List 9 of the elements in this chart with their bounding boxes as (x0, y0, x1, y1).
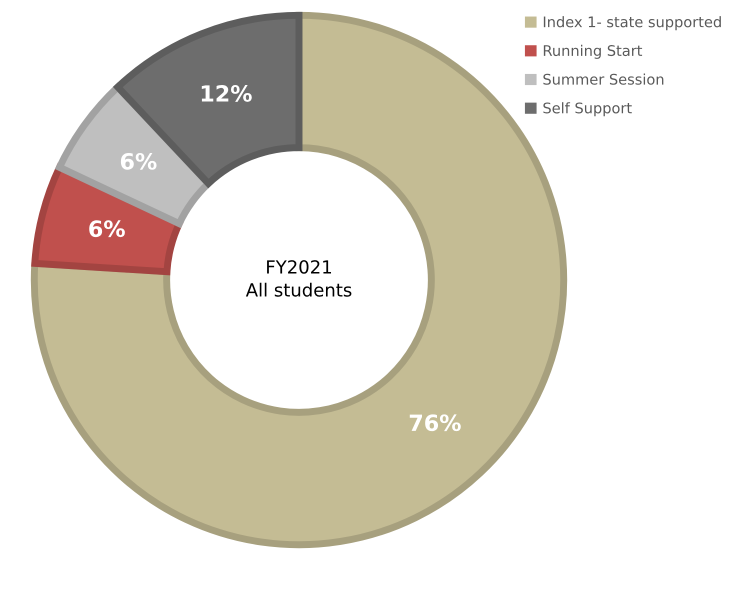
data-label: 76% (410, 414, 461, 432)
legend-label: Running Start (544, 44, 642, 59)
data-label: 6% (89, 220, 125, 238)
legend-label: Index 1- state supported (544, 16, 721, 30)
data-label: 12% (202, 85, 252, 102)
legend-label: Self Support (543, 102, 632, 116)
legend-label: Summer Session (543, 73, 664, 85)
data-label: 6% (120, 152, 157, 170)
text: FY2021 All students (246, 260, 352, 297)
